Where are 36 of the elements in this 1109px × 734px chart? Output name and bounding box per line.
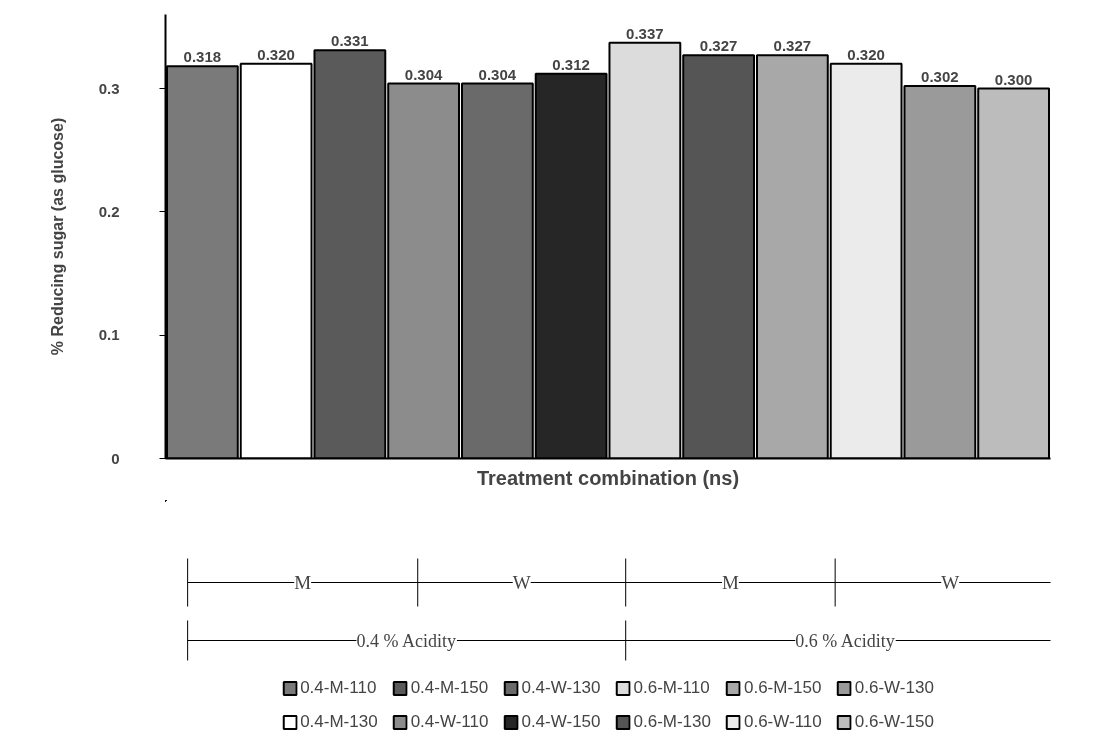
text: M <box>294 572 312 593</box>
data-label: 0.327 <box>699 37 738 55</box>
data-label: 0.320 <box>847 45 885 63</box>
text: 0.6 % Acidity <box>795 630 895 651</box>
y-axis-title: % Reducing sugar (as glucose) <box>48 117 66 356</box>
legend-label: 0.6-M-130 <box>633 712 711 732</box>
data-label: 0.312 <box>552 55 590 73</box>
legend-label: 0.6-M-110 <box>633 678 710 698</box>
legend-label: 0.4-M-150 <box>410 678 489 698</box>
y-tick-label: 0.3 <box>98 79 120 97</box>
text: M <box>721 572 739 593</box>
legend-label: 0.4-M-110 <box>300 678 377 698</box>
data-label: 0.302 <box>921 68 959 86</box>
data-label: 0.300 <box>994 70 1033 88</box>
text: W <box>512 572 531 593</box>
legend-label: 0.4-W-110 <box>410 712 489 732</box>
data-label: 0.304 <box>478 65 517 83</box>
data-label: 0.318 <box>183 48 222 66</box>
legend-label: 0.4-M-130 <box>300 712 378 732</box>
data-label: 0.304 <box>404 65 444 83</box>
data-label: 0.337 <box>626 24 664 42</box>
legend-label: 0.4-W-150 <box>521 712 601 732</box>
legend-label: 0.6-M-150 <box>743 678 822 698</box>
x-axis-title: Treatment combination (ns) <box>476 466 740 489</box>
y-tick-label: 0.2 <box>98 202 120 220</box>
text: W <box>941 572 960 593</box>
legend-label: 0.6-W-110 <box>743 712 822 732</box>
legend-label: 0.6-W-130 <box>854 678 934 698</box>
data-label: 0.331 <box>331 32 369 50</box>
legend-label: 0.4-W-130 <box>521 678 601 698</box>
y-tick-label: 0 <box>111 449 120 467</box>
data-label: 0.320 <box>257 45 295 63</box>
legend-label: 0.6-W-150 <box>854 712 934 732</box>
data-label: 0.327 <box>773 37 812 55</box>
text: 0.4 % Acidity <box>356 630 456 651</box>
y-tick-label: 0.1 <box>98 326 120 344</box>
